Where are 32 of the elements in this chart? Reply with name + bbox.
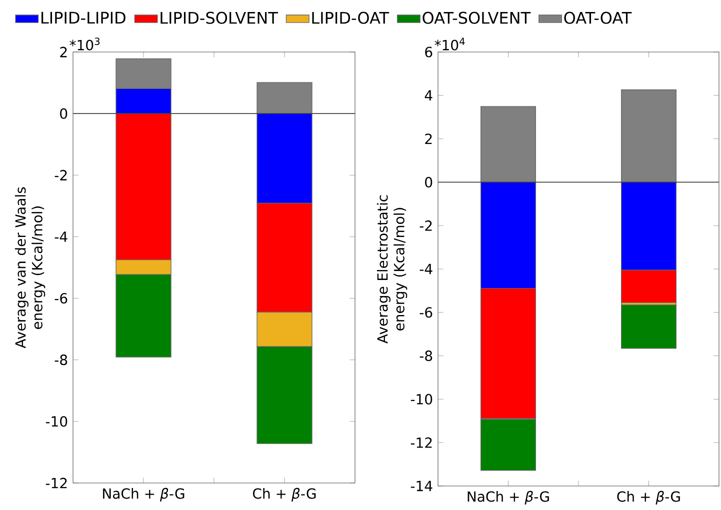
y-tick-label: 4 xyxy=(424,90,432,100)
x-tick-label: NaCh + β-G xyxy=(103,488,184,502)
text: *10$^{3}$ xyxy=(70,38,100,50)
y-axis-title: Average van der Waals energy (Kcal/mol) xyxy=(14,187,46,348)
x-tick-label: Ch + β-G xyxy=(252,488,316,502)
y-tick-label: -4 xyxy=(420,264,432,274)
y-tick-label: -6 xyxy=(54,292,68,304)
y-axis-title: Average Electrostatic energy (Kcal/mol) xyxy=(376,195,408,344)
y-tick-label: -12 xyxy=(46,478,67,488)
y-tick-label: -2 xyxy=(420,220,432,231)
y-tick-label: -8 xyxy=(54,354,68,366)
y-tick-label: 0 xyxy=(425,176,432,188)
y-tick-label: -6 xyxy=(420,307,432,318)
legend-label: OAT-SOLVENT xyxy=(422,12,531,24)
x-tick-label: NaCh + β-G xyxy=(468,490,549,505)
y-tick-label: -14 xyxy=(410,480,432,492)
y-tick-label: -10 xyxy=(410,394,432,404)
legend-label: LIPID-OAT xyxy=(312,12,390,24)
y-tick-label: -12 xyxy=(410,437,432,448)
legend-label: LIPID-SOLVENT xyxy=(160,12,278,24)
y-tick-label: -4 xyxy=(54,232,68,242)
legend-label: LIPID-LIPID xyxy=(42,12,126,24)
y-tick-label: 0 xyxy=(60,108,68,119)
y-tick-label: -8 xyxy=(420,350,432,362)
y-tick-label: -2 xyxy=(54,170,67,180)
y-tick-label: 2 xyxy=(60,46,67,58)
y-tick-label: -10 xyxy=(46,416,68,427)
x-tick-label: Ch + β-G xyxy=(617,490,680,505)
text: *10$^{4}$ xyxy=(434,38,465,50)
y-tick-label: 6 xyxy=(425,46,432,58)
y-tick-label: 2 xyxy=(425,134,432,144)
legend-label: OAT-OAT xyxy=(564,12,632,24)
